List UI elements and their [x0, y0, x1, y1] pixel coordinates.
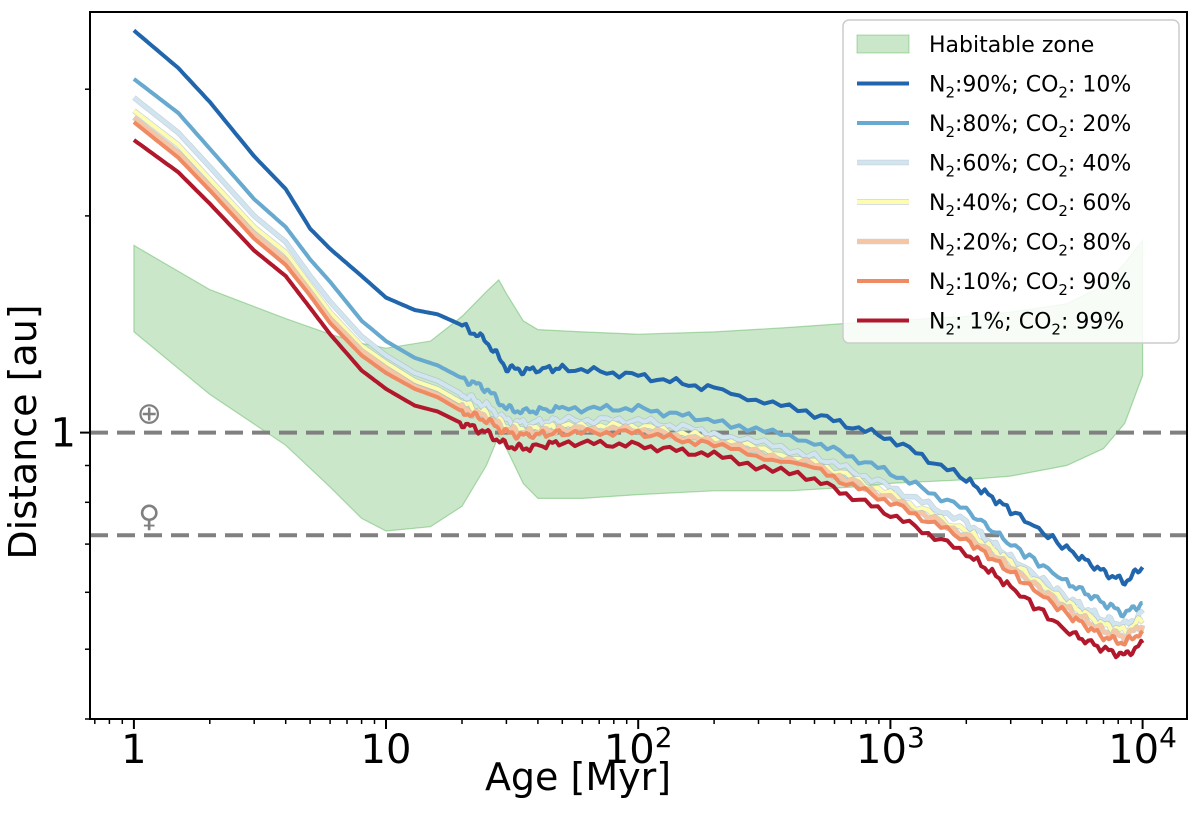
legend-label-5: N2:10%; CO2: 90% — [929, 270, 1131, 299]
x-tick-label: 10 — [361, 727, 412, 773]
legend: Habitable zone N2:90%; CO2: 10% N2:80%; CO… — [842, 19, 1180, 344]
x-axis-title: Age [Myr] — [485, 755, 671, 799]
series-line-0 — [132, 28, 1145, 587]
legend-label-1: N2:80%; CO2: 20% — [929, 112, 1131, 141]
y-tick-label: 1 — [51, 411, 76, 457]
planet-symbols: ⊕♀ — [137, 397, 162, 535]
legend-label-habitable-zone: Habitable zone — [929, 33, 1094, 58]
legend-label-6: N2: 1%; CO2: 99% — [929, 310, 1124, 339]
series-layer — [132, 28, 1146, 660]
x-tick-label: 102 — [604, 721, 673, 773]
x-tick-label: 103 — [856, 721, 925, 773]
legend-swatch-habitable-zone — [856, 34, 910, 54]
legend-label-3: N2:40%; CO2: 60% — [929, 191, 1131, 220]
x-tick-label: 104 — [1108, 721, 1177, 773]
legend-label-2: N2:60%; CO2: 40% — [929, 152, 1131, 181]
ticks-layer: 1 10 102 103 104 1 — [51, 88, 1177, 773]
planet-symbol-earth: ⊕ — [137, 397, 162, 432]
planet-symbol-venus: ♀ — [138, 499, 160, 534]
series-line-4 — [132, 115, 1145, 643]
y-axis-title: Distance [au] — [1, 304, 45, 559]
x-tick-label: 1 — [121, 727, 146, 773]
series-line-5 — [132, 120, 1145, 647]
legend-label-4: N2:20%; CO2: 80% — [929, 231, 1131, 260]
series-line-6 — [132, 138, 1145, 660]
series-line-1 — [132, 77, 1144, 619]
legend-box — [842, 19, 1180, 344]
habitable-zone-layer — [133, 238, 1144, 532]
habitable-zone-band — [133, 238, 1144, 532]
legend-label-0: N2:90%; CO2: 10% — [929, 73, 1131, 102]
